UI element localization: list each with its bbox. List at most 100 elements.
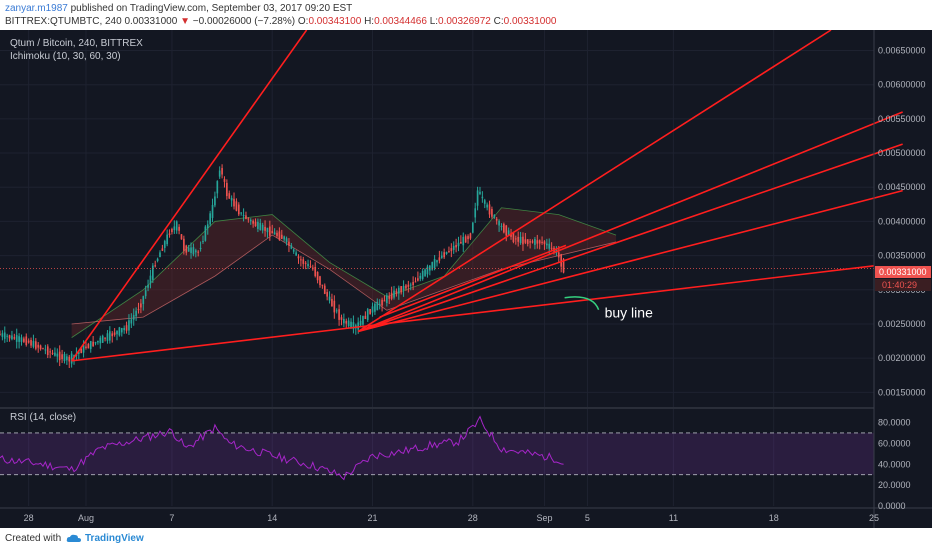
candle-body [70,353,73,364]
candle-body [109,331,111,341]
candle-body [51,352,54,354]
candle-body [235,201,238,211]
candle-body [397,287,400,294]
candle-body [161,248,164,251]
candle-body [142,296,145,304]
annotation-arrow [564,296,600,311]
candle-body [417,278,419,281]
candle-body [87,344,90,349]
candle-body [462,236,465,246]
candle-body [510,233,512,237]
candle-body [37,344,40,348]
candle-body [388,296,391,299]
published-text: published on TradingView.com, September … [70,3,353,14]
candle-body [314,266,317,277]
candle-body [479,191,481,194]
candle-body [309,266,312,268]
candle-body [493,214,496,218]
trendline [357,189,903,333]
candle-body [519,236,522,243]
candle-body [32,341,35,347]
candle-body [125,325,128,331]
candle-body [85,346,87,349]
price-tick-label: 0.00600000 [878,80,926,90]
candle-body [362,315,364,325]
candle-body [3,332,6,339]
candle-body [8,335,11,339]
candle-body [82,345,85,353]
candle-body [120,328,123,333]
candle-body [168,233,171,236]
candle-body [271,231,274,234]
candle-body [185,245,188,253]
candle-body [118,327,121,336]
candle-body [340,317,343,320]
candle-body [283,236,286,240]
change-text: −0.00026000 (−7.28%) [192,16,296,27]
candle-body [452,245,455,250]
chart-area[interactable]: 0.00650000 0.00600000 0.00550000 0.00500000… [0,30,932,528]
candle-body [295,252,297,256]
rsi-tick-label: 40.0000 [878,459,911,469]
candle-body [426,266,429,275]
candle-body [503,224,505,233]
candle-body [543,241,546,245]
candle-body [450,248,453,252]
candle-body [42,348,44,350]
candle-body [58,351,61,361]
time-tick-label: 5 [585,513,590,523]
candle-body [199,247,202,250]
candle-body [245,215,247,219]
candle-body [156,258,159,261]
candle-body [116,330,118,335]
chart-background [0,30,932,528]
candle-body [538,240,541,244]
price-axis[interactable]: 0.00650000 0.00600000 0.00550000 0.00500000… [878,46,926,511]
chart-header: zanyar.m1987 published on TradingView.co… [0,0,932,30]
candle-body [94,342,97,344]
candle-body [192,247,195,255]
candle-body [402,285,405,291]
time-axis[interactable]: 28 Aug 7 14 21 28 Sep 5 11 18 25 [24,513,879,523]
candle-body [197,251,200,253]
candle-body [338,309,340,320]
candle-body [228,193,231,199]
candle-body [438,257,441,261]
candle-body [113,332,116,335]
candle-body [405,285,407,289]
tradingview-logo-text[interactable]: TradingView [85,533,144,544]
time-tick-label: 21 [368,513,378,523]
candle-body [20,337,23,342]
candle-body [99,337,102,344]
candle-body [18,336,20,342]
trendline [357,30,832,333]
candle-body [550,247,553,249]
candle-body [419,275,422,279]
candle-body [278,231,281,240]
candle-body [0,334,1,336]
candle-body [206,224,209,229]
tradingview-cloud-icon [66,534,81,542]
rsi-pane [0,415,874,481]
candle-body [140,303,142,308]
candle-body [429,265,431,271]
candle-body [104,337,106,339]
candle-body [214,196,216,206]
candle-body [273,232,276,235]
last-price-box: 0.00331000 01:40:29 [875,266,931,291]
candle-body [522,236,524,245]
countdown-label: 01:40:29 [882,280,917,290]
open-value: 0.00343100 [308,16,362,27]
candle-body [471,222,474,233]
candle-body [529,241,531,243]
candle-body [25,336,28,346]
candle-body [159,252,161,258]
candle-body [557,252,560,258]
price-tick-label: 0.00650000 [878,46,926,56]
candle-body [252,220,254,224]
candle-body [249,219,252,222]
author-link[interactable]: zanyar.m1987 [5,3,68,14]
candle-body [433,259,436,269]
rsi-label: RSI (14, close) [10,412,76,423]
candle-body [211,204,214,218]
